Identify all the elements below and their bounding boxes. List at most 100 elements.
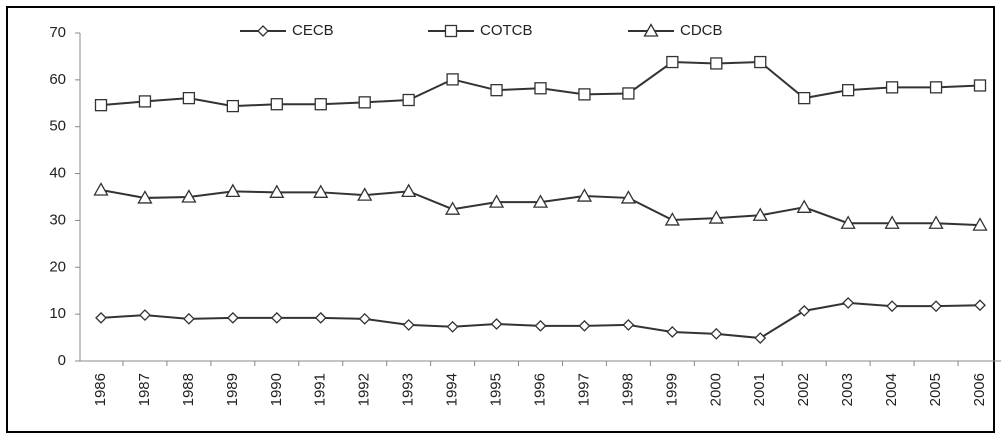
x-tick-label: 2005 bbox=[927, 373, 944, 406]
marker bbox=[885, 81, 899, 94]
marker bbox=[358, 96, 371, 109]
x-tick-label: 1999 bbox=[663, 373, 680, 406]
marker bbox=[578, 319, 591, 332]
x-tick-label: 1993 bbox=[400, 373, 417, 406]
y-tick-label: 10 bbox=[49, 305, 66, 322]
marker bbox=[754, 332, 767, 344]
marker bbox=[974, 299, 986, 312]
x-tick-label: 1992 bbox=[356, 373, 373, 406]
marker bbox=[490, 318, 503, 330]
marker bbox=[666, 326, 679, 338]
y-tick-label: 60 bbox=[49, 71, 66, 88]
marker bbox=[622, 319, 635, 331]
y-tick-label: 20 bbox=[49, 258, 66, 275]
marker bbox=[708, 210, 724, 224]
marker bbox=[752, 207, 768, 221]
marker bbox=[488, 194, 505, 208]
x-tick-label: 1990 bbox=[268, 373, 285, 406]
marker bbox=[664, 212, 680, 226]
marker bbox=[710, 327, 723, 340]
marker bbox=[181, 189, 197, 203]
x-tick-label: 2006 bbox=[971, 373, 988, 406]
marker bbox=[886, 300, 899, 313]
x-tick-label: 2001 bbox=[751, 373, 768, 406]
x-tick-label: 2000 bbox=[707, 373, 724, 406]
marker bbox=[139, 309, 151, 321]
x-tick-label: 1994 bbox=[444, 373, 461, 406]
marker bbox=[840, 215, 856, 229]
marker bbox=[182, 91, 196, 105]
x-tick-label: 1991 bbox=[312, 373, 329, 406]
marker bbox=[226, 311, 239, 324]
x-tick-label: 1986 bbox=[92, 373, 109, 406]
marker bbox=[532, 194, 549, 208]
x-tick-label: 1988 bbox=[180, 373, 197, 406]
x-tick-label: 2004 bbox=[883, 373, 900, 406]
marker bbox=[643, 23, 659, 37]
marker bbox=[182, 312, 195, 325]
marker bbox=[270, 311, 283, 324]
marker bbox=[226, 99, 240, 113]
marker bbox=[93, 182, 109, 196]
marker bbox=[930, 300, 942, 313]
y-tick-label: 0 bbox=[58, 352, 66, 369]
x-tick-label: 1998 bbox=[619, 373, 636, 406]
marker bbox=[402, 93, 415, 107]
marker bbox=[313, 184, 329, 198]
marker bbox=[401, 183, 417, 198]
marker bbox=[446, 320, 459, 333]
marker bbox=[842, 84, 855, 97]
marker bbox=[95, 311, 107, 324]
marker bbox=[796, 199, 812, 213]
marker bbox=[534, 319, 547, 332]
marker bbox=[225, 183, 241, 198]
marker bbox=[138, 95, 152, 108]
marker bbox=[754, 55, 767, 69]
legend-label: CDCB bbox=[680, 22, 723, 39]
y-tick-label: 70 bbox=[49, 24, 66, 41]
marker bbox=[490, 84, 503, 97]
marker bbox=[314, 311, 327, 324]
x-tick-label: 2002 bbox=[795, 373, 812, 406]
marker bbox=[444, 201, 461, 215]
x-tick-label: 1989 bbox=[224, 373, 241, 406]
marker bbox=[884, 215, 900, 229]
y-tick-label: 30 bbox=[49, 211, 66, 228]
marker bbox=[622, 87, 635, 100]
legend-item: COTCB bbox=[428, 22, 533, 39]
marker bbox=[402, 319, 415, 331]
x-tick-label: 1995 bbox=[488, 373, 505, 406]
marker bbox=[842, 296, 855, 309]
marker bbox=[973, 79, 987, 92]
marker bbox=[929, 81, 943, 94]
marker bbox=[666, 55, 679, 69]
marker bbox=[444, 24, 458, 38]
legend-label: CECB bbox=[292, 22, 334, 39]
x-tick-label: 1997 bbox=[575, 373, 592, 406]
marker bbox=[798, 91, 811, 105]
x-tick-label: 1996 bbox=[531, 373, 548, 406]
marker bbox=[314, 98, 327, 111]
marker bbox=[357, 187, 373, 201]
marker bbox=[534, 82, 547, 95]
marker bbox=[358, 312, 371, 325]
marker bbox=[446, 73, 459, 86]
marker bbox=[269, 184, 285, 198]
legend-item: CECB bbox=[240, 22, 334, 39]
marker bbox=[972, 217, 988, 231]
legend-label: COTCB bbox=[480, 22, 533, 39]
marker bbox=[620, 190, 637, 204]
marker bbox=[578, 88, 591, 101]
marker bbox=[576, 188, 593, 202]
marker bbox=[270, 98, 283, 111]
marker bbox=[928, 215, 944, 229]
legend-item: CDCB bbox=[628, 22, 723, 39]
marker bbox=[798, 304, 811, 317]
marker bbox=[710, 57, 723, 70]
marker bbox=[257, 25, 269, 37]
chart-frame bbox=[6, 6, 995, 433]
x-tick-label: 1987 bbox=[136, 373, 153, 406]
y-tick-label: 50 bbox=[49, 118, 66, 135]
y-tick-label: 40 bbox=[49, 165, 66, 182]
